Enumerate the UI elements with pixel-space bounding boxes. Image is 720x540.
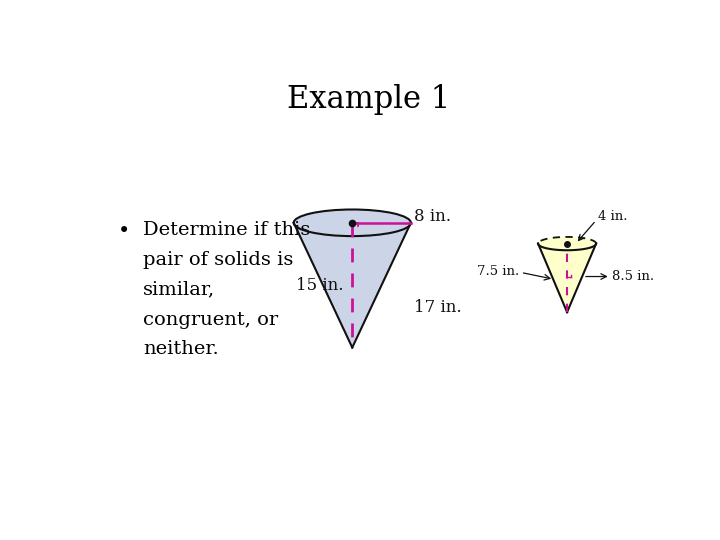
Text: Example 1: Example 1 — [287, 84, 451, 114]
Text: •: • — [118, 221, 130, 241]
Polygon shape — [538, 244, 596, 312]
Text: 7.5 in.: 7.5 in. — [477, 265, 519, 278]
Text: 8 in.: 8 in. — [413, 208, 451, 226]
Polygon shape — [294, 223, 411, 348]
Text: 8.5 in.: 8.5 in. — [612, 270, 654, 283]
Text: Determine if this: Determine if this — [143, 221, 310, 239]
Text: congruent, or: congruent, or — [143, 310, 278, 328]
Text: 4 in.: 4 in. — [598, 211, 627, 224]
Text: pair of solids is: pair of solids is — [143, 251, 293, 269]
Text: 15 in.: 15 in. — [297, 276, 344, 294]
Ellipse shape — [294, 210, 411, 236]
Text: similar,: similar, — [143, 281, 215, 299]
Text: neither.: neither. — [143, 341, 219, 359]
Ellipse shape — [538, 237, 596, 250]
Text: 17 in.: 17 in. — [413, 299, 462, 316]
